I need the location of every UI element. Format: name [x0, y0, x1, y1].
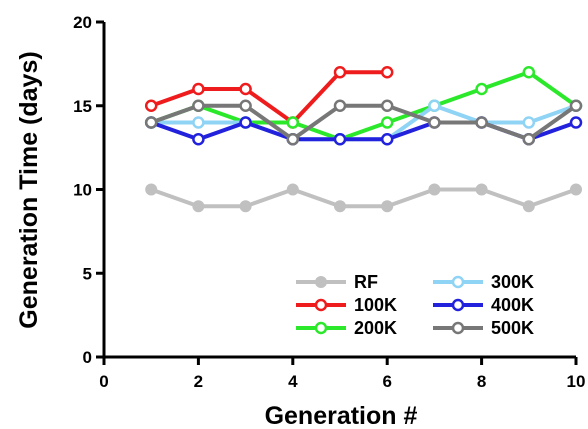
data-point	[522, 200, 535, 213]
data-point	[380, 99, 394, 112]
data-point	[239, 82, 252, 96]
data-point	[475, 82, 488, 96]
data-point	[192, 82, 205, 96]
data-point	[522, 133, 536, 146]
legend-item-400K: 400K	[433, 295, 534, 315]
data-point	[381, 200, 394, 213]
data-point	[475, 116, 488, 129]
legend-label: 200K	[354, 318, 397, 338]
data-point	[380, 66, 394, 79]
data-point	[192, 200, 205, 213]
series-line	[150, 187, 577, 209]
legend-item-200K: 200K	[296, 318, 397, 338]
legend-label: 300K	[491, 272, 534, 292]
x-tick-label: 10	[567, 372, 586, 391]
axes: 0 5 10 15 20 0 2 4 6 8 10	[73, 13, 585, 391]
data-point	[333, 66, 347, 79]
data-point	[380, 116, 394, 129]
y-tick-label: 0	[83, 348, 92, 367]
y-tick-label: 10	[73, 181, 92, 200]
data-point	[522, 116, 536, 129]
x-tick-label: 4	[288, 372, 298, 391]
x-tick-label: 6	[382, 372, 391, 391]
y-tick-label: 5	[83, 264, 92, 283]
data-point	[428, 99, 441, 112]
y-axis-title: Generation Time (days)	[15, 51, 43, 328]
x-tick-label: 2	[194, 372, 203, 391]
legend-marker	[451, 275, 465, 289]
series-layer	[144, 66, 583, 213]
data-point	[333, 133, 347, 146]
legend-label: RF	[354, 272, 378, 292]
series-100K	[144, 66, 394, 129]
data-point	[333, 99, 347, 112]
series-line	[150, 103, 578, 142]
data-point	[239, 116, 252, 129]
data-point	[569, 116, 583, 129]
data-point	[145, 183, 158, 196]
legend-item-500K: 500K	[433, 318, 534, 338]
series-RF	[145, 183, 582, 213]
series-line	[150, 70, 578, 142]
legend-marker	[314, 298, 328, 312]
series-line	[150, 70, 388, 125]
data-point	[192, 99, 205, 112]
legend-marker	[451, 298, 465, 312]
data-point	[522, 66, 536, 79]
legend-label: 500K	[491, 318, 534, 338]
legend-item-RF: RF	[296, 272, 378, 292]
legend-item-100K: 100K	[296, 295, 397, 315]
y-tick-label: 15	[73, 97, 92, 116]
series-500K	[144, 99, 583, 146]
legend-item-300K: 300K	[433, 272, 534, 292]
data-point	[286, 116, 300, 129]
x-tick-label: 0	[99, 372, 108, 391]
data-point	[239, 99, 252, 112]
legend-marker	[314, 321, 328, 335]
data-point	[144, 116, 158, 129]
y-tick-label: 20	[73, 13, 92, 32]
data-point	[570, 183, 582, 196]
data-point	[428, 116, 441, 129]
data-point	[144, 99, 158, 112]
x-axis-title: Generation #	[265, 402, 418, 429]
data-point	[334, 200, 346, 213]
data-point	[569, 99, 583, 112]
x-tick-label: 8	[477, 372, 486, 391]
legend-label: 100K	[354, 295, 397, 315]
data-point	[239, 200, 252, 213]
data-point	[192, 116, 205, 129]
data-point	[380, 133, 394, 146]
data-point	[286, 183, 299, 196]
legend-label: 400K	[491, 295, 534, 315]
legend: RF 100K 200K 300K 400K 500K	[296, 272, 534, 338]
legend-marker	[315, 276, 327, 288]
data-point	[475, 183, 488, 196]
data-point	[428, 183, 441, 196]
data-point	[192, 133, 205, 146]
legend-marker	[451, 321, 465, 335]
data-point	[286, 133, 300, 146]
